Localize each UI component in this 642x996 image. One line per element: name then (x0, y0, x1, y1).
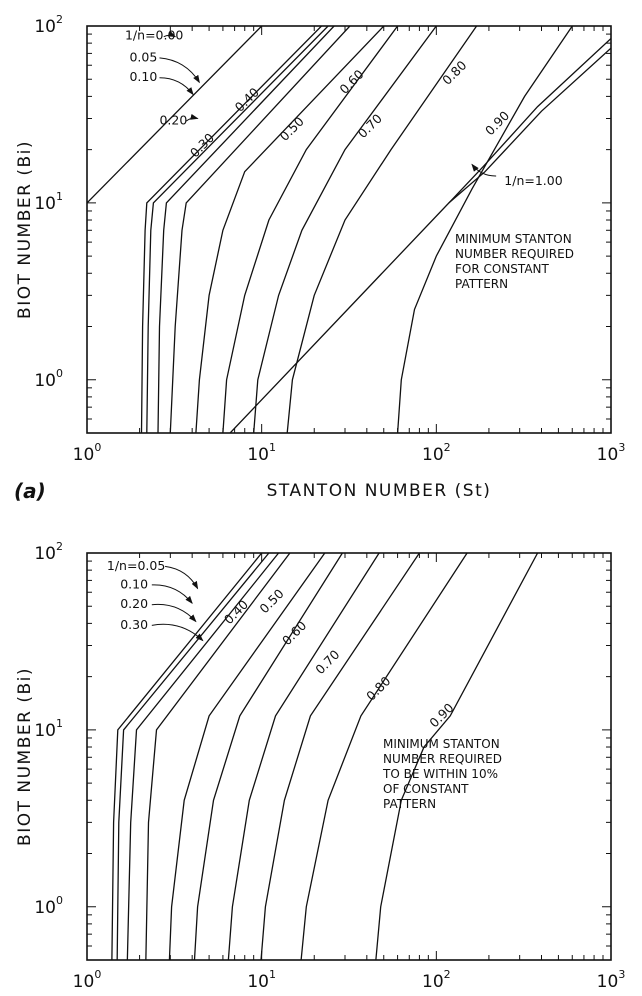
chart-panel-b: 100 101 102 103 100 101 102 BIOT NUMBER (Bi) 1/n… (15, 540, 626, 992)
panel-label: (a) (14, 479, 46, 503)
curve-0-80 (396, 26, 573, 433)
axis-ticks (86, 553, 611, 961)
curve-label-1-n-1-00: 1/n=1.00 (504, 173, 562, 188)
x-tick-label: 102 (422, 968, 451, 992)
curve-0-40 (195, 26, 385, 433)
label-arrow (185, 113, 199, 122)
curve-1-n-0-00 (87, 26, 263, 204)
label-arrow (165, 565, 199, 590)
curve-label-0-80: 0.80 (439, 57, 469, 87)
curve-0-30 (169, 26, 351, 433)
curve-label-0-20: 0.20 (159, 113, 187, 128)
y-tick-label: 101 (34, 717, 63, 741)
plot-frame (86, 552, 612, 961)
curve-0-60 (253, 26, 437, 433)
curve-0-20 (126, 553, 280, 960)
curves (87, 26, 611, 433)
plot-frame (86, 25, 612, 434)
note-line: TO BE WITHIN 10% (382, 767, 498, 781)
curve-0-50 (193, 553, 343, 960)
note-line: PATTERN (455, 277, 508, 291)
note-line: NUMBER REQUIRED (383, 752, 502, 766)
curve-0-40 (168, 553, 326, 960)
curve-label-0-40: 0.40 (232, 84, 262, 114)
curve-0-70 (286, 26, 478, 433)
curves (111, 553, 539, 960)
y-tick-label: 101 (34, 190, 63, 214)
label-arrow (163, 30, 177, 38)
curve-0-10 (116, 553, 270, 960)
label-arrow (471, 163, 497, 177)
x-tick-label: 103 (597, 441, 626, 465)
y-axis-label: BIOT NUMBER (Bi) (15, 140, 35, 319)
note-line: OF CONSTANT (383, 782, 469, 796)
label-arrow (151, 623, 204, 642)
curve-0-90 (375, 553, 539, 960)
x-tick-label: 101 (247, 441, 276, 465)
label-arrow (151, 584, 193, 605)
curve-label-0-70: 0.70 (355, 111, 385, 141)
curve-0-70 (260, 553, 420, 960)
curve-0-30 (145, 553, 291, 960)
curve-1-n-0-05 (111, 553, 263, 960)
x-tick-label: 100 (73, 441, 102, 465)
note-line: FOR CONSTANT (455, 262, 550, 276)
curve-label-0-40: 0.40 (221, 597, 251, 627)
curve-label-1-n-0-05: 1/n=0.05 (107, 558, 165, 573)
curve-0-60 (227, 553, 380, 960)
note-line: MINIMUM STANTON (383, 737, 500, 751)
note-line: PATTERN (383, 797, 436, 811)
x-tick-label: 100 (73, 968, 102, 992)
y-tick-label: 102 (34, 540, 63, 564)
curve-label-0-80: 0.80 (363, 673, 393, 703)
axis-ticks (86, 26, 611, 434)
chart-panel-a: 100 101 102 103 100 101 102 BIOT NUMBER (Bi) STA… (14, 13, 625, 503)
x-tick-label: 103 (597, 968, 626, 992)
curve-label-0-50: 0.50 (277, 114, 307, 144)
curve-label-0-05: 0.05 (129, 49, 157, 64)
curve-0-80 (300, 553, 468, 960)
curve-label-0-90: 0.90 (482, 108, 512, 138)
y-tick-label: 100 (34, 894, 63, 918)
curve-0-20 (157, 26, 335, 433)
curve-label-0-30: 0.30 (187, 130, 217, 160)
label-arrow (159, 57, 200, 84)
curve-label-1-n-0-00: 1/n=0.00 (125, 27, 183, 42)
x-axis-label: STANTON NUMBER (St) (267, 481, 492, 501)
note-line: MINIMUM STANTON (455, 232, 572, 246)
curve-label-0-10: 0.10 (120, 576, 148, 591)
label-arrow (151, 603, 197, 623)
y-tick-label: 100 (34, 367, 63, 391)
y-tick-label: 102 (34, 13, 63, 37)
curve-label-0-30: 0.30 (120, 617, 148, 632)
label-arrow (159, 77, 194, 96)
curve-1-n-1-00 (229, 47, 611, 433)
curve-0-90 (448, 38, 611, 204)
x-tick-label: 101 (247, 968, 276, 992)
curve-0-05 (140, 26, 322, 433)
curve-0-50 (222, 26, 399, 433)
y-axis-label: BIOT NUMBER (Bi) (15, 667, 35, 846)
x-tick-label: 102 (422, 441, 451, 465)
curve-label-0-20: 0.20 (120, 596, 148, 611)
curve-label-0-10: 0.10 (129, 69, 157, 84)
curve-label-0-60: 0.60 (279, 618, 309, 648)
note-line: NUMBER REQUIRED (455, 247, 574, 261)
curve-0-10 (146, 26, 329, 433)
